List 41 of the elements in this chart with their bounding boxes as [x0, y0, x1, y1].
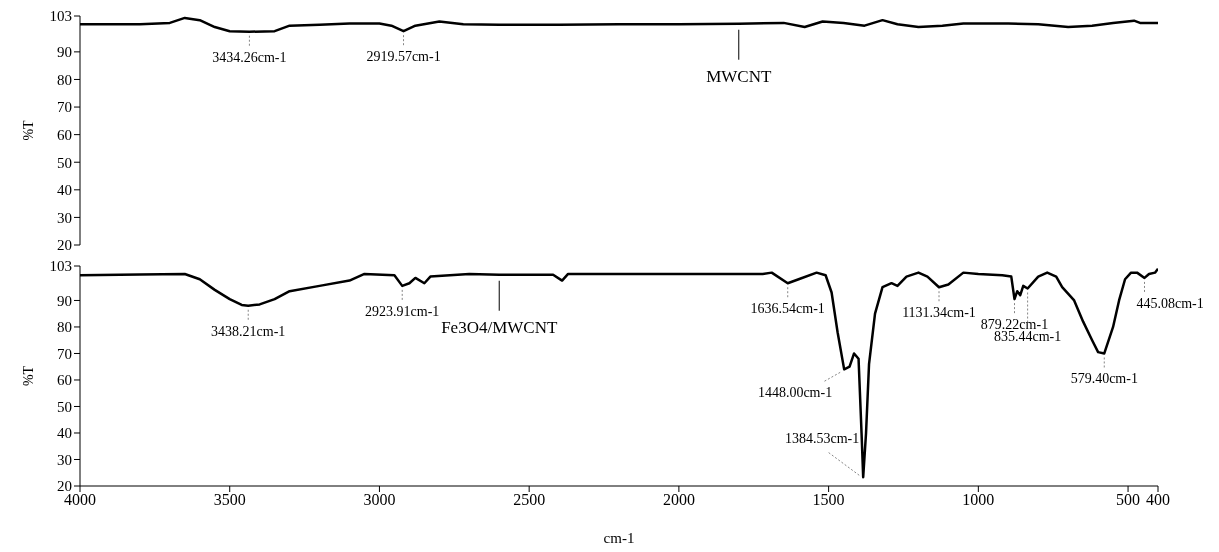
y-axis-title: %T [20, 365, 36, 387]
x-tick-label: 1500 [812, 491, 845, 509]
y-tick-label: 30 [57, 209, 72, 226]
annotation: 1384.53cm-1 [784, 431, 860, 447]
y-tick-label: 80 [57, 319, 72, 336]
y-tick-label: 60 [57, 126, 72, 143]
y-tick-label: 70 [57, 345, 72, 362]
x-tick-label: 3500 [213, 491, 246, 509]
x-tick-label: 2500 [513, 491, 546, 509]
annotation: 1636.54cm-1 [750, 301, 825, 317]
annotation: 2919.57cm-1 [366, 49, 441, 65]
annotation: 835.44cm-1 [993, 328, 1062, 344]
annotation: 1131.34cm-1 [902, 305, 976, 321]
annotation: 579.40cm-1 [1070, 371, 1138, 387]
x-tick-label: 500 [1116, 491, 1141, 509]
y-tick-label: 50 [57, 398, 72, 415]
annotation: 3438.21cm-1 [211, 323, 286, 339]
y-tick-label: 103 [49, 258, 72, 275]
y-tick-label: 80 [57, 71, 72, 88]
x-tick-label: 1000 [962, 491, 995, 509]
x-tick-label: 2000 [662, 491, 695, 509]
x-tick-label: 3000 [363, 491, 396, 509]
x-axis-title: cm-1 [603, 530, 635, 546]
y-tick-label: 50 [57, 154, 72, 171]
annotation: 2923.91cm-1 [365, 303, 440, 319]
y-tick-label: 40 [57, 425, 72, 442]
legend-label: MWCNT [706, 66, 772, 86]
annotation: 445.08cm-1 [1136, 295, 1204, 311]
x-tick-label: 400 [1146, 491, 1170, 509]
y-tick-label: 70 [57, 99, 72, 116]
y-axis-title: %T [20, 119, 36, 141]
y-tick-label: 30 [57, 451, 72, 468]
y-tick-label: 20 [57, 237, 72, 254]
annotation: 1448.00cm-1 [757, 385, 833, 401]
y-tick-label: 40 [57, 182, 72, 199]
y-tick-label: 60 [57, 372, 72, 389]
y-tick-label: 90 [57, 44, 72, 61]
y-tick-label: 90 [57, 292, 72, 309]
y-tick-label: 103 [49, 8, 72, 25]
annotation: 3434.26cm-1 [212, 49, 287, 65]
legend-label: Fe3O4/MWCNT [441, 317, 558, 337]
